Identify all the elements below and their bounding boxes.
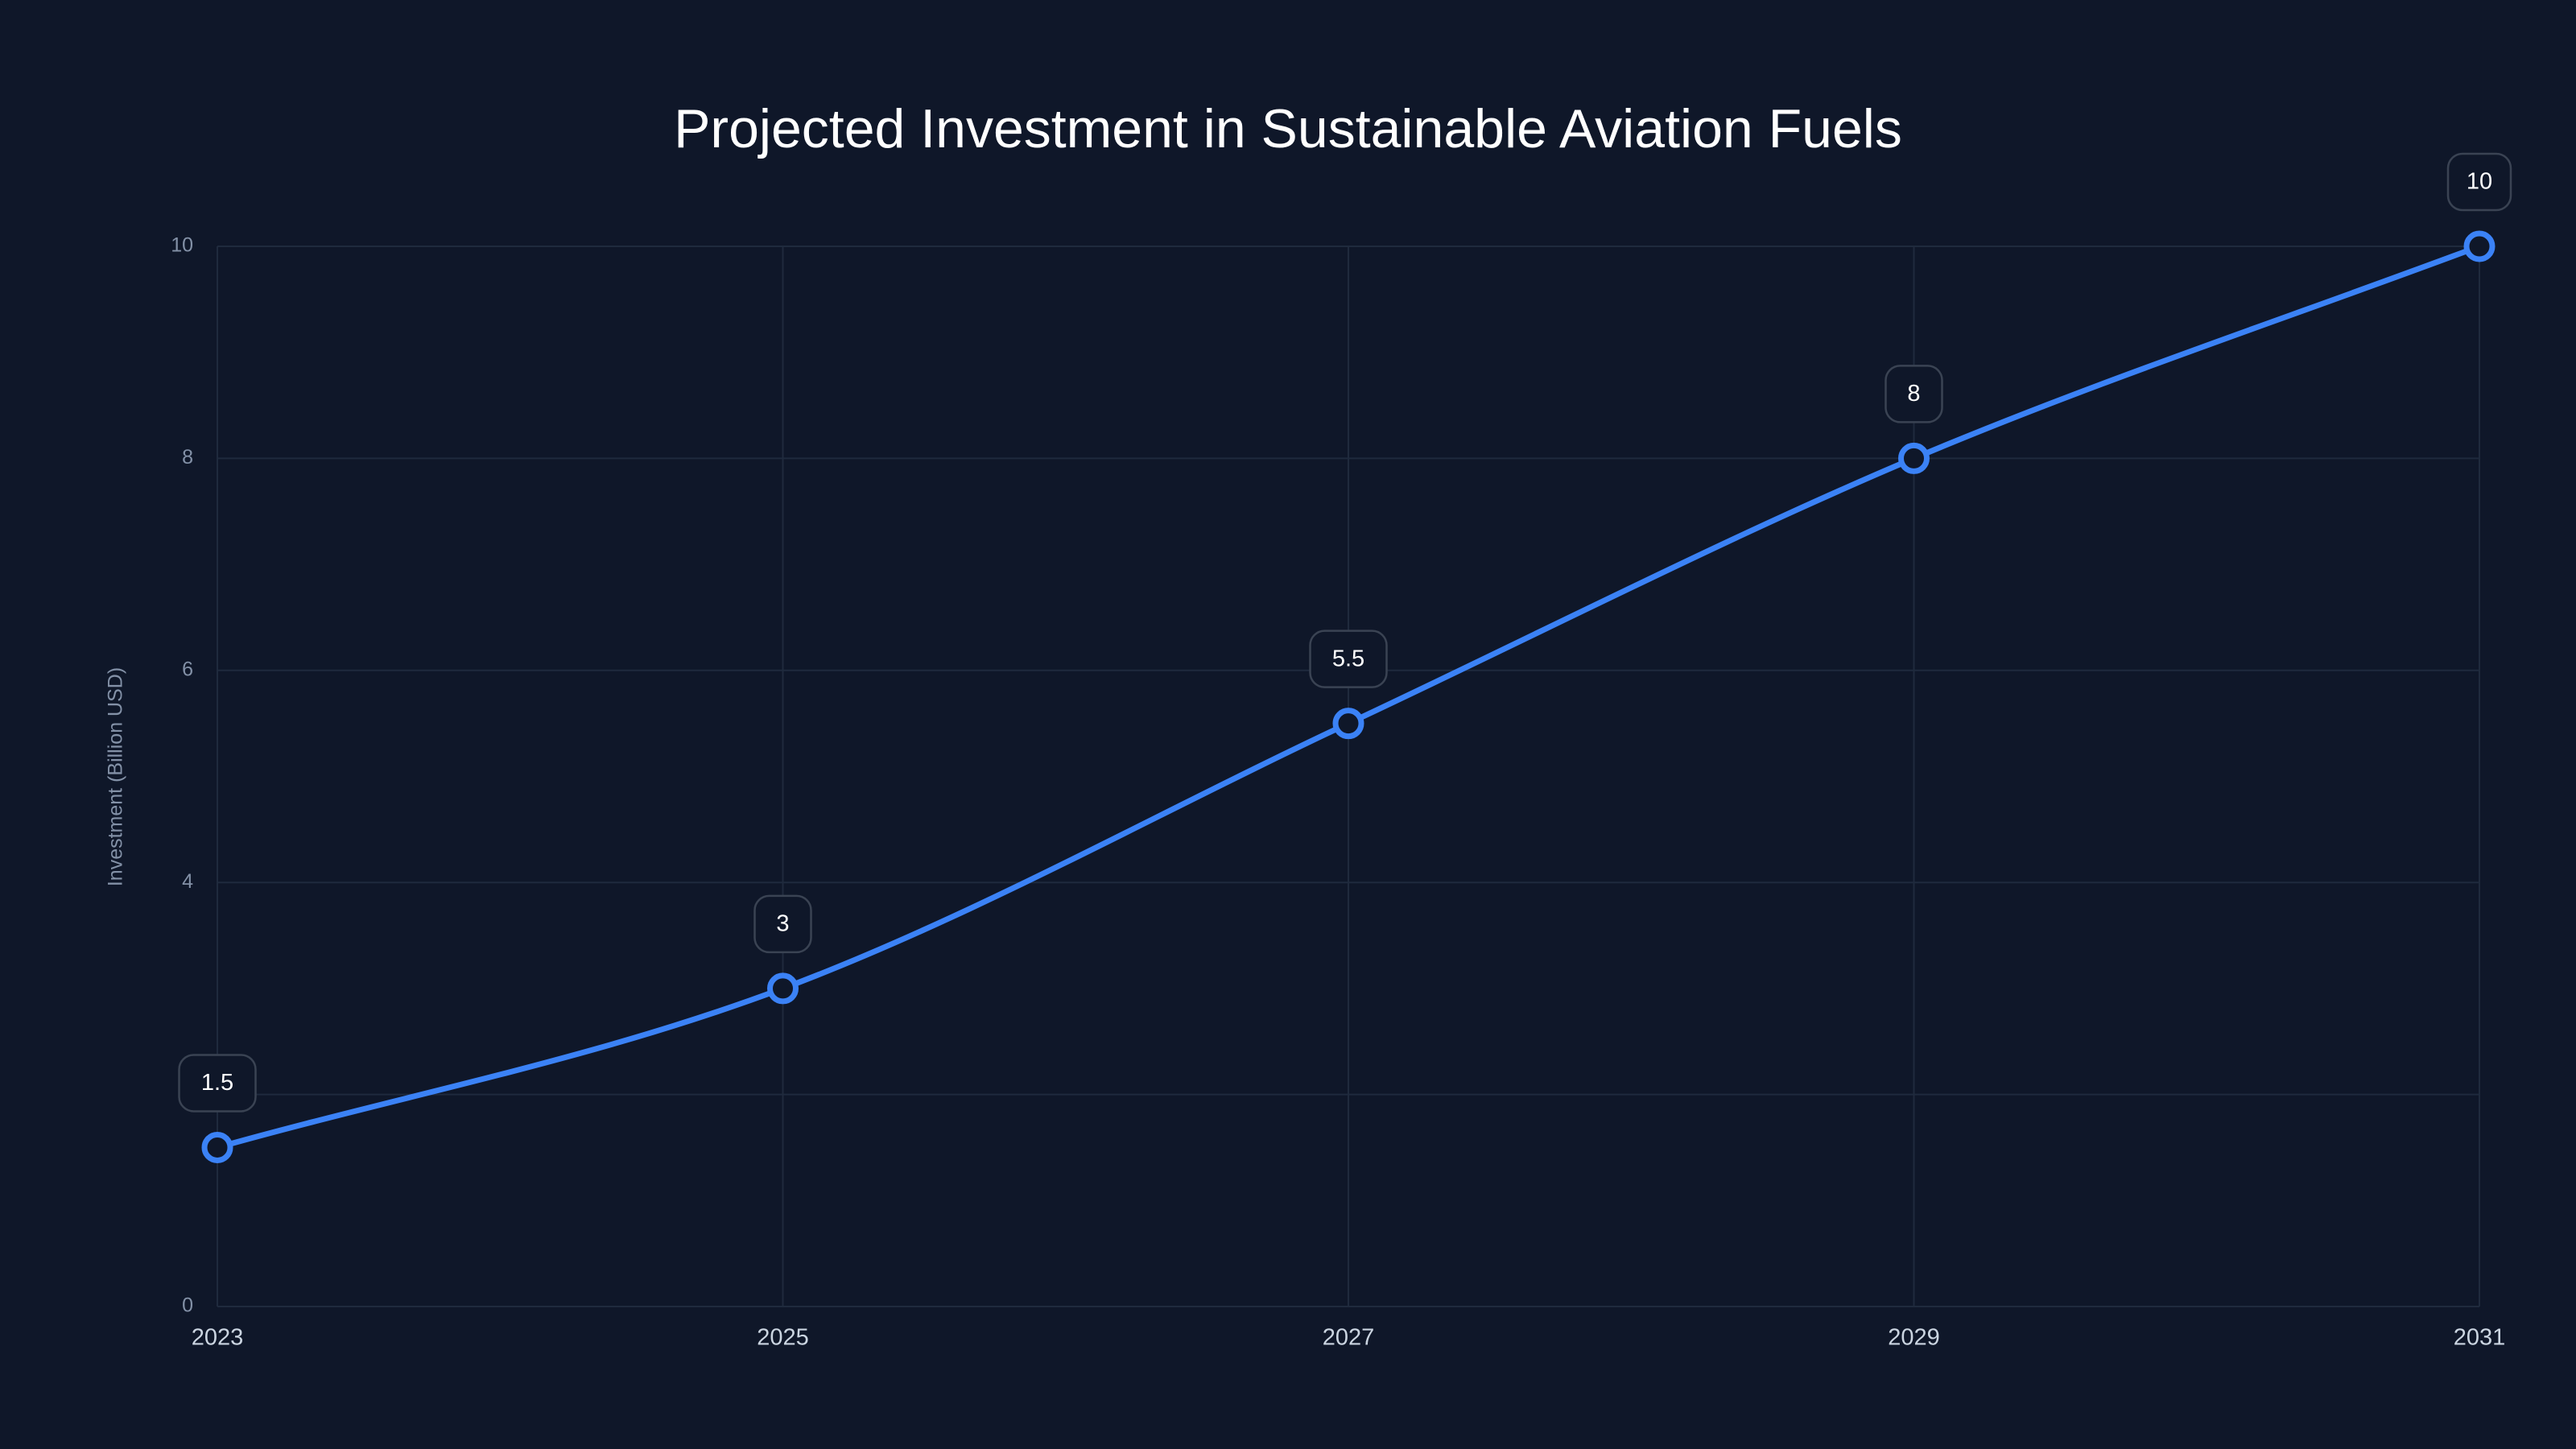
data-label: 8 bbox=[1907, 381, 1920, 407]
data-label: 5.5 bbox=[1332, 646, 1364, 671]
x-tick-label: 2029 bbox=[1888, 1325, 1940, 1351]
x-tick-label: 2031 bbox=[2454, 1325, 2506, 1351]
data-label: 3 bbox=[776, 911, 789, 937]
data-point bbox=[1898, 442, 1930, 474]
y-tick-label: 4 bbox=[182, 870, 193, 893]
y-tick-label: 10 bbox=[171, 234, 193, 257]
y-axis-label: Investment (Billion USD) bbox=[105, 667, 127, 886]
data-label-box bbox=[753, 894, 812, 954]
data-label-box bbox=[1885, 365, 1943, 423]
data-label-box bbox=[1309, 630, 1388, 688]
data-point bbox=[1332, 708, 1364, 740]
x-tick-label: 2025 bbox=[757, 1325, 809, 1351]
data-label-box bbox=[178, 1054, 257, 1113]
data-point bbox=[767, 972, 799, 1005]
x-tick-label: 2027 bbox=[1323, 1325, 1375, 1351]
data-label: 1.5 bbox=[201, 1070, 233, 1096]
data-label: 10 bbox=[2467, 169, 2492, 195]
data-label-box bbox=[2446, 152, 2512, 212]
y-tick-label: 0 bbox=[182, 1294, 193, 1317]
chart-title: Projected Investment in Sustainable Avia… bbox=[674, 98, 1902, 159]
data-point bbox=[201, 1131, 233, 1163]
data-point bbox=[2463, 230, 2496, 262]
x-tick-label: 2023 bbox=[192, 1325, 244, 1351]
y-tick-label: 8 bbox=[182, 446, 193, 469]
y-tick-label: 6 bbox=[182, 658, 193, 680]
